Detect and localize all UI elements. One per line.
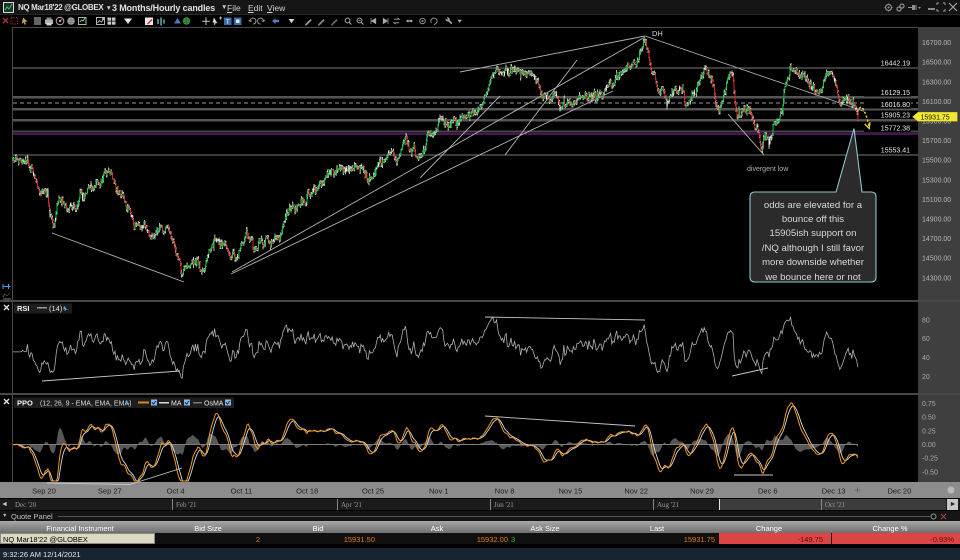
svg-text:/NQ although I still favor: /NQ although I still favor <box>762 243 865 254</box>
svg-text:Sep 27: Sep 27 <box>98 487 122 496</box>
svg-text:0.00: 0.00 <box>922 442 936 449</box>
svg-text:15553.41: 15553.41 <box>881 148 910 155</box>
svg-text:Oct 11: Oct 11 <box>231 487 253 496</box>
svg-text:Oct 18: Oct 18 <box>296 487 318 496</box>
svg-text:OsMA: OsMA <box>204 401 224 408</box>
svg-text:15905ish support on: 15905ish support on <box>770 228 857 239</box>
svg-text:15900.00: 15900.00 <box>922 119 951 126</box>
svg-text:14900.00: 14900.00 <box>922 217 951 224</box>
svg-text:15931.75: 15931.75 <box>921 115 950 122</box>
svg-text:16016.80: 16016.80 <box>881 102 910 109</box>
svg-text:(12, 26, 9 - EMA, EMA, EMA): (12, 26, 9 - EMA, EMA, EMA) <box>40 401 131 408</box>
svg-text:60: 60 <box>922 336 930 343</box>
svg-text:-0.25: -0.25 <box>922 456 938 463</box>
svg-text:(14): (14) <box>49 304 63 313</box>
svg-text:40: 40 <box>922 355 930 362</box>
svg-text:Dec 13: Dec 13 <box>822 487 846 496</box>
svg-text:Nov 15: Nov 15 <box>559 487 583 496</box>
svg-text:16129.15: 16129.15 <box>881 90 910 97</box>
svg-text:0.75: 0.75 <box>922 401 936 408</box>
svg-text:more downside whether: more downside whether <box>762 257 865 268</box>
svg-text:RSI: RSI <box>17 304 30 313</box>
svg-text:15500.00: 15500.00 <box>922 158 951 165</box>
svg-text:20: 20 <box>922 374 930 381</box>
svg-text:Dec 20: Dec 20 <box>888 487 912 496</box>
svg-text:odds are elevated for a: odds are elevated for a <box>764 200 863 211</box>
svg-text:-0.50: -0.50 <box>922 469 938 476</box>
svg-text:DH: DH <box>652 29 663 38</box>
svg-text:15100.00: 15100.00 <box>922 197 951 204</box>
svg-text:15700.00: 15700.00 <box>922 138 951 145</box>
svg-text:Nov 1: Nov 1 <box>429 487 449 496</box>
svg-text:16300.00: 16300.00 <box>922 79 951 86</box>
svg-text:16500.00: 16500.00 <box>922 60 951 67</box>
svg-text:Nov 29: Nov 29 <box>690 487 714 496</box>
svg-text:Dec 6: Dec 6 <box>758 487 778 496</box>
svg-text:15300.00: 15300.00 <box>922 177 951 184</box>
svg-text:16442.19: 16442.19 <box>881 61 910 68</box>
svg-text:Oct 25: Oct 25 <box>362 487 384 496</box>
svg-text:Nov 22: Nov 22 <box>624 487 648 496</box>
svg-text:14500.00: 14500.00 <box>922 256 951 263</box>
svg-text:16100.00: 16100.00 <box>922 99 951 106</box>
svg-text:Oct 4: Oct 4 <box>167 487 185 496</box>
svg-text:divergent low: divergent low <box>747 166 789 173</box>
svg-text:15772.38: 15772.38 <box>881 126 910 133</box>
svg-text:0.25: 0.25 <box>922 428 936 435</box>
svg-text:we bounce here or not: we bounce here or not <box>764 272 861 283</box>
svg-text:Nov 8: Nov 8 <box>495 487 515 496</box>
svg-text:14300.00: 14300.00 <box>922 275 951 282</box>
svg-text:80: 80 <box>922 318 930 325</box>
svg-text:16700.00: 16700.00 <box>922 40 951 47</box>
svg-text:MA: MA <box>171 401 182 408</box>
svg-text:Sep 20: Sep 20 <box>32 487 56 496</box>
svg-text:T: T <box>226 19 230 26</box>
svg-text:0.50: 0.50 <box>922 415 936 422</box>
svg-text:bounce off this: bounce off this <box>782 214 844 225</box>
svg-text:PPO: PPO <box>17 399 33 408</box>
svg-text:14700.00: 14700.00 <box>922 236 951 243</box>
svg-text:15905.23: 15905.23 <box>881 113 910 120</box>
